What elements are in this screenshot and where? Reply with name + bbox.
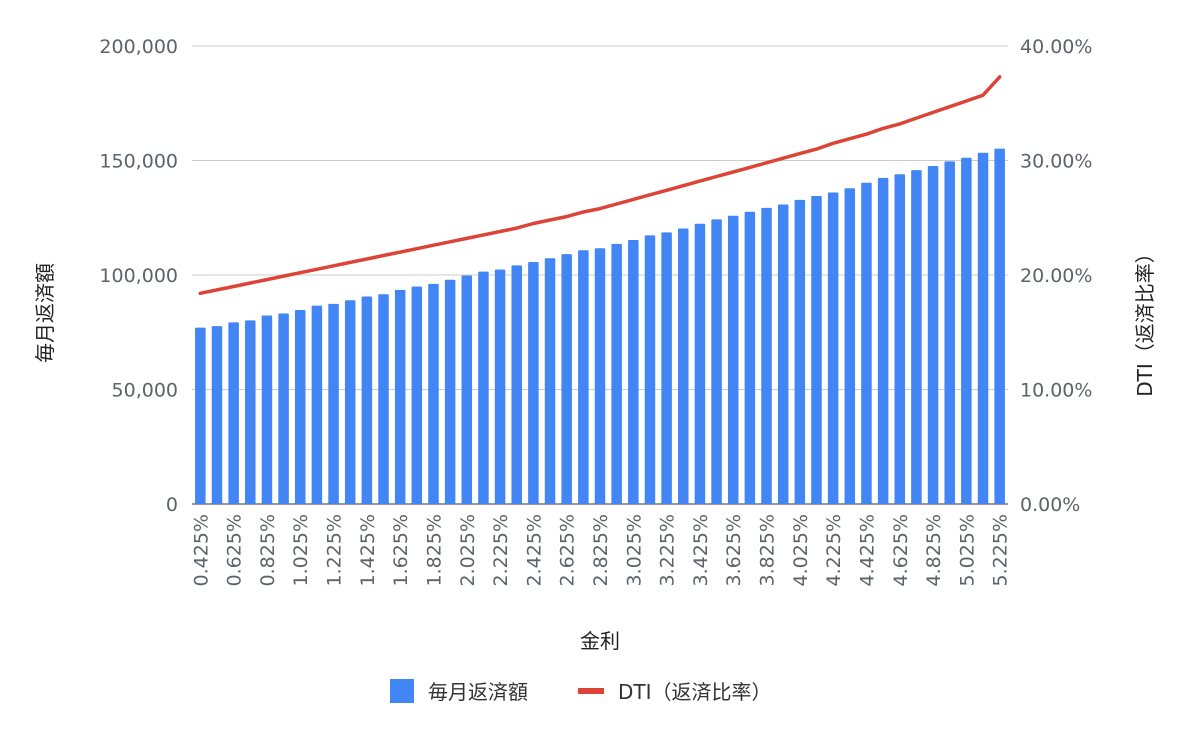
bar bbox=[827, 192, 839, 504]
bar bbox=[877, 177, 889, 505]
bar bbox=[811, 195, 822, 504]
x-tick-label: 2.825% bbox=[590, 514, 612, 586]
bar bbox=[961, 157, 972, 504]
bar bbox=[261, 315, 273, 504]
x-tick-label: 2.425% bbox=[523, 514, 545, 586]
x-tick-label: 4.025% bbox=[790, 514, 812, 586]
bar bbox=[661, 232, 672, 504]
x-tick-label: 0.825% bbox=[257, 514, 279, 586]
x-tick-label: 1.425% bbox=[357, 514, 379, 586]
bar bbox=[245, 320, 256, 504]
x-tick-label: 4.425% bbox=[856, 514, 878, 586]
legend: 毎月返済額 DTI（返済比率） bbox=[390, 679, 772, 704]
bar bbox=[644, 235, 656, 504]
x-tick-label: 3.025% bbox=[623, 514, 645, 586]
legend-bar-swatch bbox=[390, 679, 414, 703]
bar bbox=[761, 207, 772, 504]
bar-series bbox=[195, 148, 1005, 505]
bar bbox=[694, 223, 706, 505]
x-tick-label: 1.025% bbox=[290, 514, 312, 586]
bar bbox=[294, 310, 306, 504]
x-tick-label: 1.225% bbox=[324, 514, 346, 586]
bar bbox=[478, 271, 489, 504]
bar bbox=[944, 161, 955, 504]
bar bbox=[861, 182, 872, 504]
bar bbox=[511, 265, 522, 504]
x-tick-label: 3.625% bbox=[723, 514, 745, 586]
x-tick-label: 4.625% bbox=[890, 514, 912, 586]
y-tick-label: 0 bbox=[166, 494, 178, 516]
bar bbox=[544, 258, 556, 504]
line-series bbox=[198, 75, 1002, 296]
bar bbox=[494, 269, 506, 504]
bar bbox=[444, 279, 456, 504]
bar bbox=[844, 188, 856, 505]
bar bbox=[727, 215, 739, 504]
y2-tick-label: 30.00% bbox=[1020, 151, 1092, 173]
bar bbox=[578, 250, 589, 504]
y2-tick-label: 20.00% bbox=[1020, 265, 1092, 287]
legend-bar-label: 毎月返済額 bbox=[428, 680, 528, 704]
dti-line bbox=[198, 75, 1002, 296]
x-axis-title: 金利 bbox=[580, 629, 620, 653]
bar bbox=[628, 239, 639, 504]
legend-line-label: DTI（返済比率） bbox=[618, 680, 772, 704]
bar bbox=[894, 174, 906, 505]
x-tick-label: 2.025% bbox=[457, 514, 479, 586]
bar bbox=[394, 289, 406, 504]
bar bbox=[361, 296, 373, 504]
bar bbox=[411, 286, 423, 504]
y2-tick-label: 40.00% bbox=[1020, 36, 1092, 58]
y2-tick-label: 0.00% bbox=[1020, 494, 1080, 516]
bar bbox=[461, 275, 473, 504]
bar bbox=[678, 228, 689, 504]
bar bbox=[611, 243, 622, 504]
x-tick-label: 1.825% bbox=[424, 514, 446, 586]
x-tick-label: 3.225% bbox=[657, 514, 679, 586]
bar bbox=[594, 248, 606, 504]
x-axis-ticks: 0.425% 0.625% 0.825% 1.025% 1.225% 1.425% 1.62… bbox=[190, 514, 1011, 586]
bar bbox=[711, 219, 722, 504]
x-tick-label: 4.225% bbox=[823, 514, 845, 586]
x-tick-label: 0.625% bbox=[224, 514, 246, 586]
bar bbox=[278, 313, 289, 504]
bar bbox=[777, 204, 789, 504]
bar bbox=[228, 322, 239, 504]
bar bbox=[211, 326, 223, 504]
bar bbox=[911, 170, 922, 505]
bar bbox=[195, 327, 206, 504]
bar bbox=[744, 211, 756, 504]
bar bbox=[927, 165, 939, 504]
y-tick-label: 100,000 bbox=[99, 265, 178, 287]
x-tick-label: 5.225% bbox=[990, 514, 1012, 586]
x-tick-label: 2.625% bbox=[557, 514, 579, 586]
y-axis-title: 毎月返済額 bbox=[33, 263, 57, 363]
bar bbox=[328, 303, 339, 504]
bar bbox=[311, 305, 323, 504]
x-tick-label: 3.825% bbox=[757, 514, 779, 586]
left-axis-ticks: 0 50,000 100,000 150,000 200,000 bbox=[99, 36, 178, 516]
bar bbox=[378, 294, 389, 504]
bar bbox=[977, 152, 989, 505]
bar bbox=[794, 199, 806, 504]
y2-tick-label: 10.00% bbox=[1020, 380, 1092, 402]
y-tick-label: 200,000 bbox=[99, 36, 178, 58]
bar bbox=[994, 148, 1005, 505]
bar bbox=[344, 300, 356, 504]
x-tick-label: 1.625% bbox=[390, 514, 412, 586]
x-tick-label: 0.425% bbox=[190, 514, 212, 586]
bar bbox=[428, 283, 439, 504]
y2-axis-title: DTI（返済比率） bbox=[1133, 243, 1157, 397]
x-tick-label: 3.425% bbox=[690, 514, 712, 586]
x-tick-label: 2.225% bbox=[490, 514, 512, 586]
x-tick-label: 5.025% bbox=[956, 514, 978, 586]
legend-line-swatch bbox=[578, 688, 604, 694]
right-axis-ticks: 0.00% 10.00% 20.00% 30.00% 40.00% bbox=[1020, 36, 1092, 516]
y-tick-label: 50,000 bbox=[112, 380, 178, 402]
bar bbox=[528, 261, 539, 504]
bar bbox=[561, 254, 572, 504]
y-tick-label: 150,000 bbox=[99, 151, 178, 173]
x-tick-label: 4.825% bbox=[923, 514, 945, 586]
